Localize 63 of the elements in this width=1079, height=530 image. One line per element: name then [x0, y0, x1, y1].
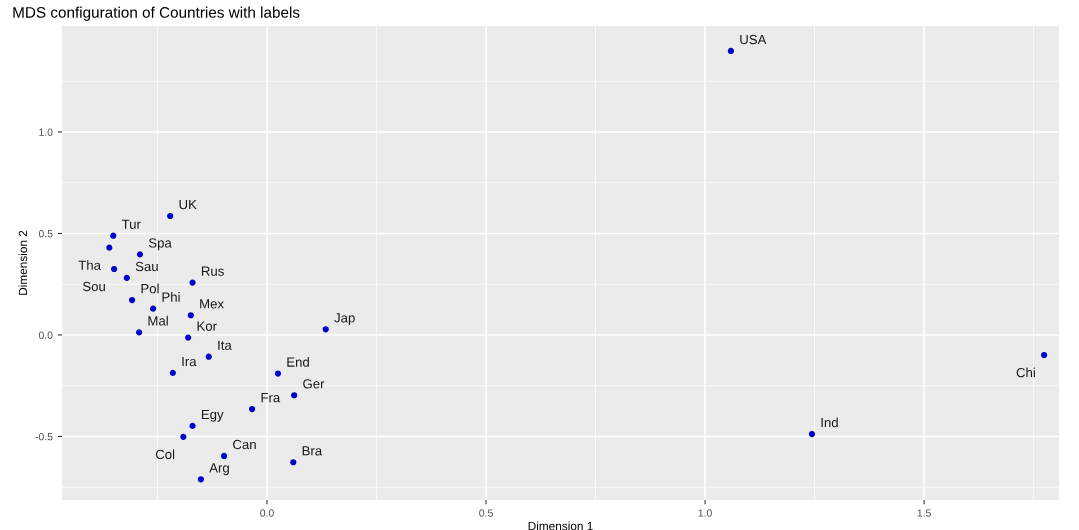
point — [220, 452, 228, 460]
y-tick-label: 0.5 — [38, 229, 53, 238]
point — [291, 392, 298, 399]
point — [123, 274, 130, 282]
data-label: Mal — [148, 315, 168, 326]
point — [808, 430, 816, 438]
point — [274, 370, 282, 377]
point — [169, 369, 176, 377]
data-label: Pol — [141, 283, 159, 294]
point — [150, 305, 157, 312]
data-label: Arg — [209, 463, 229, 476]
data-label: Tha — [78, 260, 101, 270]
point — [197, 476, 204, 483]
data-label: Ind — [821, 417, 838, 428]
point — [187, 312, 194, 319]
data-label: Col — [155, 449, 175, 460]
data-label: End — [287, 357, 309, 367]
point — [290, 459, 297, 466]
data-label: Kor — [197, 321, 217, 331]
data-label: Mex — [200, 299, 224, 309]
point — [110, 232, 117, 239]
y-tick-label: -0.5 — [35, 432, 53, 441]
point — [106, 244, 113, 251]
data-label: Phi — [162, 292, 180, 302]
x-tick-label: 1.0 — [698, 509, 712, 517]
data-label: Chi — [1016, 367, 1035, 378]
chart-title: MDS configuration of Countries with labels — [13, 6, 300, 21]
point — [167, 212, 174, 220]
data-label: Tur — [121, 219, 141, 229]
data-label: Ger — [303, 379, 325, 389]
x-axis-title: Dimension 1 — [528, 521, 593, 530]
point — [180, 433, 187, 440]
x-tick-label: 1.5 — [917, 509, 931, 517]
y-tick-label: 0.0 — [38, 331, 53, 339]
data-label: Sou — [82, 281, 105, 292]
point — [322, 326, 329, 333]
point — [111, 265, 118, 273]
data-label: USA — [740, 34, 767, 45]
point — [1041, 351, 1048, 359]
point — [136, 251, 144, 258]
point — [135, 329, 143, 336]
point — [189, 422, 196, 430]
point — [727, 47, 735, 55]
data-label: Fra — [261, 393, 281, 403]
data-label: Rus — [201, 266, 224, 276]
data-label: Egy — [201, 409, 224, 422]
data-label: Spa — [148, 238, 172, 251]
data-label: Can — [233, 439, 256, 450]
y-axis-title: Dimension 2 — [18, 230, 28, 295]
data-label: Ira — [182, 356, 197, 367]
data-label: Ita — [218, 340, 232, 350]
point — [189, 279, 196, 286]
point — [185, 334, 192, 341]
point — [249, 405, 256, 413]
data-label: Jap — [334, 313, 355, 326]
point — [205, 353, 212, 360]
x-tick-label: 0.0 — [260, 509, 274, 517]
y-tick-label: 1.0 — [39, 128, 53, 136]
x-tick-label: 0.5 — [479, 509, 493, 517]
data-label: UK — [179, 200, 197, 210]
data-label: Sau — [135, 261, 158, 272]
point — [128, 296, 136, 304]
data-label: Bra — [302, 446, 323, 456]
